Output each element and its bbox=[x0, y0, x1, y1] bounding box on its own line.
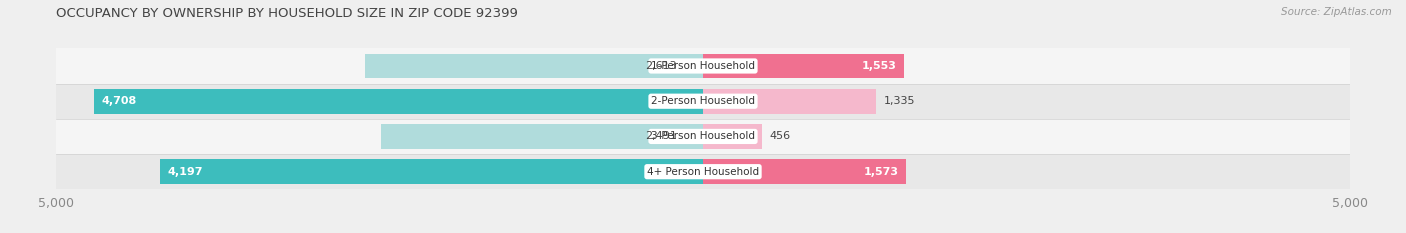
Text: 3-Person Household: 3-Person Household bbox=[651, 131, 755, 141]
Bar bbox=[703, 124, 762, 149]
Text: 4,708: 4,708 bbox=[101, 96, 136, 106]
Text: 456: 456 bbox=[769, 131, 790, 141]
Bar bbox=[703, 159, 907, 184]
Text: 4+ Person Household: 4+ Person Household bbox=[647, 167, 759, 177]
Text: 4,197: 4,197 bbox=[167, 167, 204, 177]
Bar bbox=[703, 89, 876, 113]
Text: Source: ZipAtlas.com: Source: ZipAtlas.com bbox=[1281, 7, 1392, 17]
Text: 2,613: 2,613 bbox=[645, 61, 678, 71]
Bar bbox=[94, 89, 703, 113]
Bar bbox=[56, 154, 1350, 189]
Bar bbox=[366, 54, 703, 78]
Text: 1,553: 1,553 bbox=[862, 61, 896, 71]
Text: 1,335: 1,335 bbox=[883, 96, 915, 106]
Text: 2-Person Household: 2-Person Household bbox=[651, 96, 755, 106]
Text: 2,491: 2,491 bbox=[645, 131, 678, 141]
Bar bbox=[703, 54, 904, 78]
Bar bbox=[381, 124, 703, 149]
Bar bbox=[56, 119, 1350, 154]
Text: 1,573: 1,573 bbox=[863, 167, 898, 177]
Text: 1-Person Household: 1-Person Household bbox=[651, 61, 755, 71]
Text: OCCUPANCY BY OWNERSHIP BY HOUSEHOLD SIZE IN ZIP CODE 92399: OCCUPANCY BY OWNERSHIP BY HOUSEHOLD SIZE… bbox=[56, 7, 519, 20]
Bar bbox=[56, 84, 1350, 119]
Bar bbox=[160, 159, 703, 184]
Bar bbox=[56, 48, 1350, 84]
